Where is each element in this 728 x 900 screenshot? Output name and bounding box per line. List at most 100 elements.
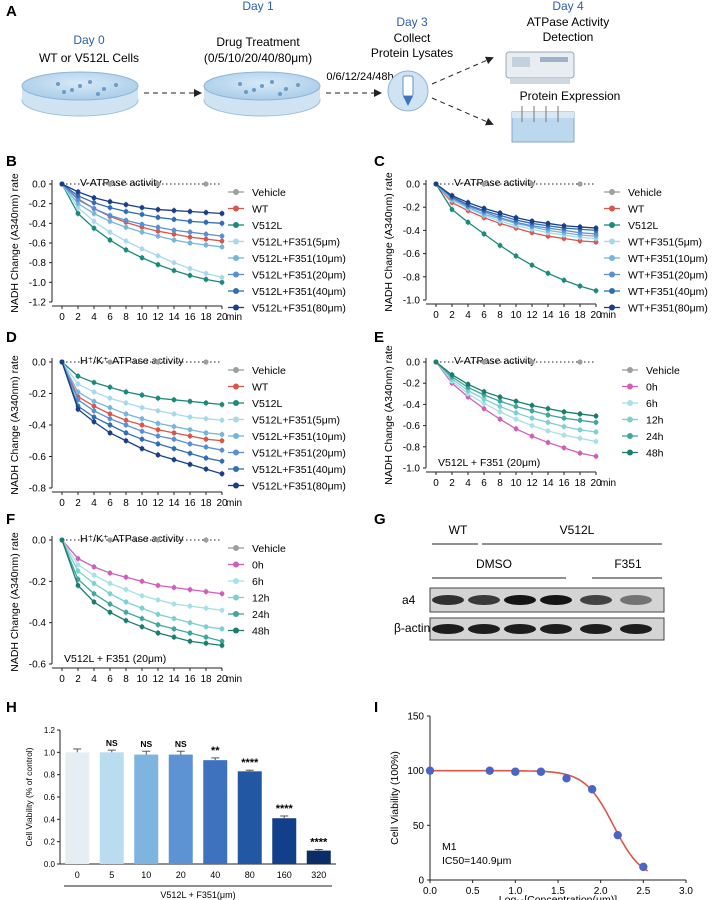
legend-label: 48h [646, 448, 664, 460]
blot-band [504, 595, 536, 605]
data-point [139, 255, 145, 261]
blot-group-wt: WT [449, 523, 468, 537]
data-point [203, 359, 209, 365]
data-point [545, 406, 551, 412]
data-point [155, 359, 161, 365]
x-tick-label: 10 [136, 498, 148, 509]
significance-label: NS [140, 739, 152, 749]
blot-treat-f351: F351 [614, 557, 642, 571]
data-point [219, 458, 225, 464]
data-point [219, 244, 225, 250]
data-point [91, 408, 97, 414]
data-point [561, 236, 567, 241]
x-tick-label: 5 [109, 870, 114, 880]
data-point [155, 253, 161, 259]
data-point [497, 409, 503, 415]
data-point [75, 211, 81, 216]
chart-title: H⁺/K⁺-ATPase activity [80, 533, 184, 545]
legend-label: V512L+F351(5μm) [252, 415, 340, 427]
data-point [75, 556, 81, 561]
y-tick-label: 50 [413, 821, 425, 832]
x-axis-label: Log₁₀[Concentration(μm)] [499, 894, 618, 900]
data-point [529, 230, 535, 236]
data-point [155, 408, 161, 414]
bar [203, 760, 228, 864]
y-tick-label: 0.0 [32, 358, 46, 369]
data-point [577, 238, 583, 244]
day0-desc: WT or V512L Cells [39, 51, 139, 65]
x-tick-label: 0 [75, 870, 80, 880]
data-point [203, 589, 209, 595]
y-tick-label: -0.6 [29, 452, 47, 463]
data-point [529, 262, 535, 268]
data-point [561, 277, 567, 283]
x-tick-label: 18 [200, 312, 212, 323]
day1-label: Day 1 [242, 0, 274, 13]
data-point [91, 218, 97, 224]
data-point [91, 195, 97, 201]
flow-arrow-4 [431, 97, 494, 126]
data-point [536, 767, 546, 776]
data-point [481, 181, 487, 187]
legend-swatch-dot [233, 304, 239, 311]
x-tick-label: 0 [433, 310, 439, 321]
legend-swatch-dot [609, 271, 615, 278]
legend-label: WT [252, 204, 269, 216]
y-tick-label: -0.2 [29, 199, 47, 210]
x-tick-label: 20 [216, 312, 228, 323]
data-point [593, 429, 599, 435]
data-point [545, 440, 551, 445]
data-point [75, 193, 81, 199]
data-point [107, 199, 113, 205]
day3-desc1: Collect [394, 31, 431, 45]
data-point [139, 405, 145, 411]
culture-dish-icon [203, 71, 321, 117]
data-point [219, 438, 225, 444]
data-point [155, 228, 161, 234]
x-tick-label: 16 [184, 674, 196, 685]
panel-letter-f: F [6, 511, 15, 528]
data-point [529, 423, 535, 428]
data-point [219, 471, 225, 477]
data-point [203, 624, 209, 630]
data-point [91, 414, 97, 420]
x-tick-label: 0 [433, 478, 439, 489]
data-point [91, 380, 97, 385]
data-point [171, 634, 177, 640]
day4-desc1: ATPase Activity [527, 15, 609, 29]
data-point [187, 603, 193, 609]
data-point [171, 227, 177, 233]
data-point [545, 233, 551, 239]
data-point [187, 638, 193, 644]
panel-letter-c: C [374, 153, 385, 170]
data-point [203, 276, 209, 282]
data-point [75, 373, 81, 379]
legend-label: WT+F351(80μm) [628, 303, 708, 315]
blot-band [580, 624, 612, 634]
data-point [219, 643, 225, 648]
data-point [203, 181, 209, 187]
y-tick-label: -0.8 [29, 484, 47, 495]
series-line-2 [435, 183, 597, 292]
legend-swatch-dot [233, 433, 239, 439]
data-point [59, 359, 65, 365]
legend-label: V512L+F351(80μm) [252, 303, 346, 315]
data-point [139, 422, 145, 428]
data-point [107, 384, 113, 390]
y-tick-label: 100 [407, 766, 424, 777]
data-point [187, 229, 193, 235]
chart-e: 0.0 -0.2 -0.4 -0.6 -0.8 -1.0 0 2 4 6 8 10 12 14 16 18 20… [383, 345, 680, 489]
data-point [107, 601, 113, 607]
data-point [139, 593, 145, 599]
data-point [545, 420, 551, 425]
data-point [497, 404, 503, 409]
data-point [75, 389, 81, 395]
data-point [171, 424, 177, 429]
data-point [497, 210, 503, 216]
data-point [155, 630, 161, 636]
data-point [155, 452, 161, 458]
y-tick-label: -1.0 [29, 278, 47, 289]
y-tick-label: -0.6 [403, 249, 421, 260]
blot-band [620, 624, 652, 634]
data-point [171, 585, 177, 590]
